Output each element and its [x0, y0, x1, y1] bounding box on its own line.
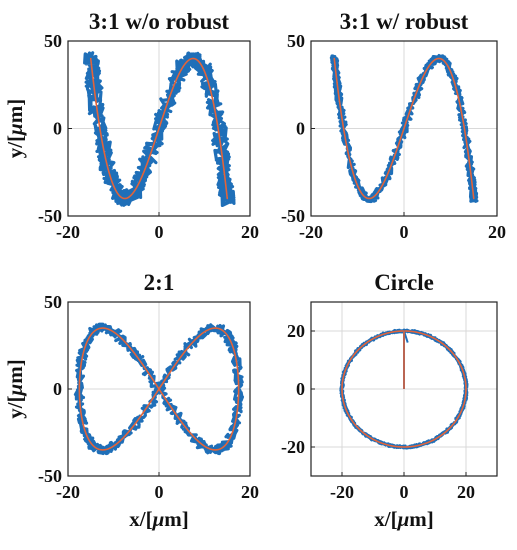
x-tick-label: 0 — [155, 222, 164, 242]
x-tick-label: 0 — [400, 222, 409, 242]
x-tick-label: 0 — [400, 482, 409, 502]
y-tick-label: 20 — [287, 321, 305, 341]
y-tick-label: 0 — [296, 119, 305, 139]
x-tick-label: 0 — [155, 482, 164, 502]
y-tick-label: 0 — [53, 119, 62, 139]
subplot-2: -20 0 20 -50 0 50 3:1 w/ robust — [281, 9, 506, 242]
subplot-title: 3:1 w/o robust — [89, 9, 229, 34]
series-measured — [83, 51, 236, 207]
y-tick-label: -50 — [38, 206, 62, 226]
series-reference — [89, 57, 229, 200]
x-tick-label: 20 — [488, 222, 506, 242]
subplot-1: -20 0 20 -50 0 50 3:1 w/o robust y/[μm] — [3, 9, 259, 242]
series-reference — [341, 330, 467, 448]
x-tick-label: 20 — [457, 482, 475, 502]
series-reference — [78, 327, 240, 451]
y-axis-label: y/[μm] — [3, 99, 27, 159]
x-axis-label: x/[μm] — [374, 507, 434, 531]
y-tick-label: -50 — [281, 206, 305, 226]
y-tick-label: 50 — [287, 31, 305, 51]
series-reference — [333, 57, 475, 200]
subplot-title: 3:1 w/ robust — [340, 9, 469, 34]
y-axis-label: y/[μm] — [3, 359, 27, 419]
subplot-title: 2:1 — [144, 270, 175, 295]
x-tick-label: -20 — [330, 482, 354, 502]
y-tick-label: 0 — [53, 379, 62, 399]
x-tick-label: -20 — [56, 482, 80, 502]
y-tick-label: 50 — [44, 31, 62, 51]
x-tick-label: -20 — [56, 222, 80, 242]
subplot-title: Circle — [374, 270, 434, 295]
x-tick-label: -20 — [299, 222, 323, 242]
x-tick-label: 20 — [241, 222, 259, 242]
x-tick-label: 20 — [241, 482, 259, 502]
y-tick-label: -50 — [38, 466, 62, 486]
x-axis-label: x/[μm] — [129, 507, 189, 531]
subplot-3: -20 0 20 -50 0 50 2:1 x/[μm] y/[μm] — [3, 270, 259, 531]
subplot-4: -20 0 20 -20 0 20 Circle x/[μm] — [281, 270, 498, 531]
y-tick-label: 50 — [44, 292, 62, 312]
y-tick-label: -20 — [281, 437, 305, 457]
series-measured — [329, 53, 479, 204]
y-tick-label: 0 — [296, 379, 305, 399]
